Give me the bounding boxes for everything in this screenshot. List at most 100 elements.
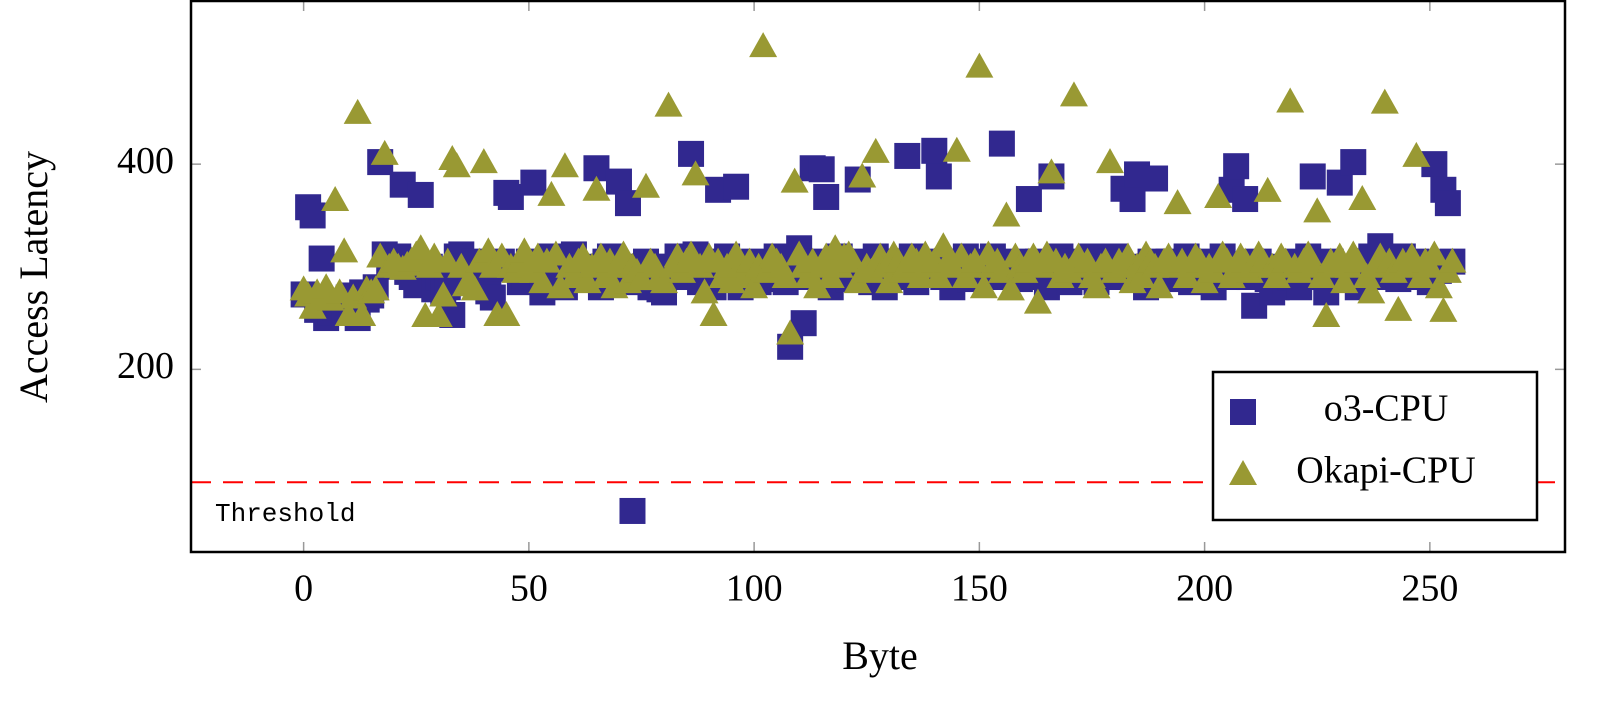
data-point — [929, 232, 958, 258]
data-point — [1204, 182, 1233, 208]
data-point — [924, 263, 953, 289]
data-point — [407, 181, 434, 208]
data-point — [1059, 81, 1088, 107]
data-point — [678, 140, 705, 167]
data-point — [690, 278, 719, 304]
data-point — [1037, 158, 1066, 184]
data-point — [528, 268, 557, 294]
data-point — [497, 183, 524, 210]
data-point — [780, 167, 809, 193]
data-point — [843, 268, 872, 294]
data-point — [343, 98, 372, 124]
data-point — [424, 302, 453, 328]
data-point — [1340, 149, 1367, 176]
x-tick-label: 250 — [1401, 568, 1458, 610]
data-point — [1299, 163, 1326, 190]
data-point — [875, 268, 904, 294]
data-point — [723, 173, 750, 200]
y-axis-label: Access Latency — [11, 151, 56, 403]
data-point — [654, 91, 683, 117]
data-point — [546, 273, 575, 299]
data-point — [1420, 240, 1449, 266]
x-tick-label: 50 — [510, 568, 548, 610]
data-point — [1434, 190, 1461, 217]
data-point — [1015, 186, 1042, 213]
data-point — [1145, 273, 1174, 299]
x-axis-label: Byte — [842, 633, 918, 678]
data-point — [1199, 257, 1228, 283]
x-tick-label: 100 — [726, 568, 783, 610]
data-point — [992, 201, 1021, 227]
data-point — [631, 172, 660, 198]
data-point — [1438, 247, 1467, 273]
data-point — [925, 163, 952, 190]
data-point — [771, 263, 800, 289]
data-point — [1312, 302, 1341, 328]
data-point — [894, 142, 921, 169]
data-point — [1384, 295, 1413, 321]
data-point — [541, 240, 570, 266]
data-point — [1402, 141, 1431, 167]
data-point — [808, 156, 835, 183]
x-tick-label: 0 — [294, 568, 313, 610]
plot-frame — [189, 0, 1567, 554]
data-point — [1023, 288, 1052, 314]
data-point — [330, 237, 359, 263]
x-tick-label: 150 — [951, 568, 1008, 610]
data-point — [988, 130, 1015, 157]
data-point — [1163, 189, 1192, 215]
data-point — [1082, 273, 1111, 299]
data-point — [299, 202, 326, 229]
x-tick-label: 200 — [1176, 568, 1233, 610]
data-point — [749, 32, 778, 58]
data-point — [1119, 186, 1146, 213]
data-point — [1232, 186, 1259, 213]
data-point — [813, 183, 840, 210]
data-point — [619, 497, 646, 524]
legend-label: Okapi-CPU — [1296, 450, 1475, 492]
data-point — [1142, 165, 1169, 192]
data-point — [537, 180, 566, 206]
data-point — [1303, 197, 1332, 223]
data-point — [442, 152, 471, 178]
data-point — [1357, 278, 1386, 304]
data-point — [1429, 296, 1458, 322]
data-point — [1096, 148, 1125, 174]
data-point — [1307, 263, 1336, 289]
data-point — [550, 152, 579, 178]
data-point — [681, 160, 710, 186]
y-tick-label: 400 — [117, 140, 174, 182]
data-point — [848, 162, 877, 188]
data-point — [321, 186, 350, 212]
data-point — [361, 275, 390, 301]
data-point — [1343, 247, 1372, 273]
data-point — [429, 281, 458, 307]
data-point — [969, 273, 998, 299]
data-point — [348, 300, 377, 326]
data-point — [699, 300, 728, 326]
data-point — [520, 169, 547, 196]
data-point — [803, 273, 832, 299]
data-point — [1370, 88, 1399, 114]
data-point — [965, 52, 994, 78]
data-point — [582, 175, 611, 201]
legend-box — [1211, 370, 1539, 522]
data-point — [1330, 268, 1359, 294]
data-point — [460, 275, 489, 301]
data-point — [942, 136, 971, 162]
data-point — [650, 268, 679, 294]
data-point — [1127, 263, 1156, 289]
legend-marker — [1230, 399, 1256, 425]
data-point — [1276, 87, 1305, 113]
legend-label: o3-CPU — [1324, 388, 1449, 430]
threshold-label: Threshold — [215, 499, 355, 529]
data-point — [492, 300, 521, 326]
y-tick-label: 200 — [117, 345, 174, 387]
data-point — [960, 247, 989, 273]
data-point — [740, 273, 769, 299]
legend-marker — [1229, 460, 1257, 485]
data-point — [996, 275, 1025, 301]
data-point — [776, 319, 805, 345]
data-point — [308, 245, 335, 272]
